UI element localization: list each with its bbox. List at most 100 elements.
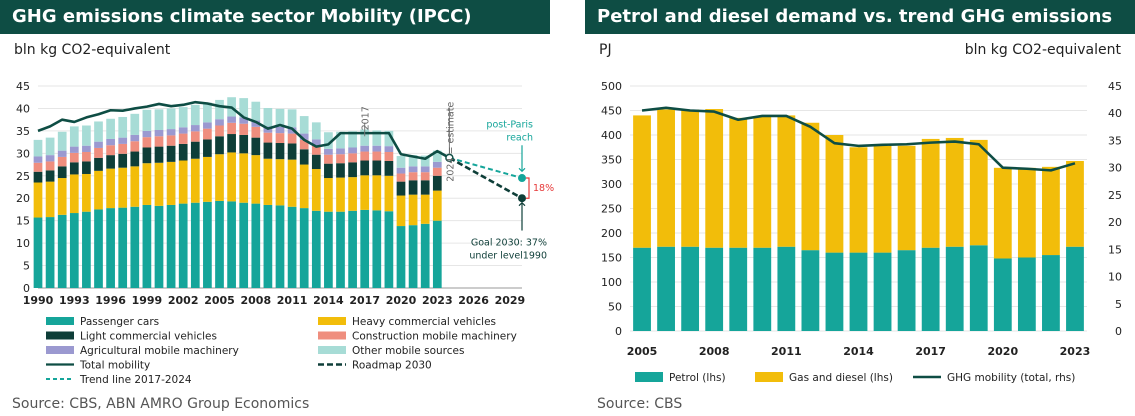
bar-passenger-cars (94, 209, 103, 288)
x-tick-label: 2002 (168, 294, 199, 307)
bar-light-commercial-vehicles (372, 160, 382, 176)
bar-light-commercial-vehicles (227, 134, 236, 153)
y-right-tick-label: 35 (1108, 134, 1122, 147)
x-tick-label: 2020 (988, 345, 1019, 358)
bar-other-mobile-sources (372, 130, 382, 146)
bar-light-commercial-vehicles (275, 143, 285, 160)
bar-other-mobile-sources (275, 108, 285, 127)
bar-light-commercial-vehicles (348, 162, 357, 178)
right-chart-unit-left: PJ (599, 42, 612, 58)
bar-light-commercial-vehicles (420, 180, 430, 195)
legend-label-agricultural-mobile-machinery: Agricultural mobile machinery (80, 345, 239, 357)
bar-construction-mobile-machinery (154, 136, 164, 147)
bar-other-mobile-sources (251, 101, 261, 121)
legend-swatch-gas-and-diesel (755, 372, 783, 382)
bar-passenger-cars (311, 210, 321, 288)
post-paris-marker (518, 174, 526, 183)
bar-heavy-commercial-vehicles (408, 194, 418, 226)
bar-construction-mobile-machinery (142, 137, 152, 148)
bar-agricultural-mobile-machinery (94, 141, 103, 148)
bar-heavy-commercial-vehicles (420, 194, 430, 224)
ghg-mobility-line (641, 106, 1076, 172)
bar-heavy-commercial-vehicles (251, 155, 261, 204)
legend-swatch-light-commercial-vehicles (46, 331, 74, 340)
bar-light-commercial-vehicles (263, 142, 273, 159)
bar-petrol (705, 247, 724, 331)
bar-agricultural-mobile-machinery (384, 146, 394, 152)
bar-agricultural-mobile-machinery (324, 148, 333, 155)
bar-passenger-cars (432, 220, 442, 288)
bar-construction-mobile-machinery (275, 133, 285, 144)
bar-construction-mobile-machinery (94, 147, 103, 158)
bar-passenger-cars (360, 209, 370, 288)
left-chart-source: Source: CBS, ABN AMRO Group Economics (12, 396, 310, 412)
bar-light-commercial-vehicles (239, 134, 249, 154)
y-right-tick-label: 45 (1108, 80, 1122, 93)
bar-construction-mobile-machinery (33, 162, 43, 172)
bar-construction-mobile-machinery (178, 133, 188, 144)
bar-petrol (1017, 257, 1036, 331)
bar-other-mobile-sources (348, 131, 357, 148)
post-paris-arrowhead (518, 167, 526, 173)
bar-passenger-cars (33, 217, 43, 288)
left-chart-unit: bln kg CO2-equivalent (14, 42, 171, 58)
x-tick-label: 2026 (458, 294, 489, 307)
bar-gas-and-diesel (897, 145, 916, 251)
bar-petrol (1042, 255, 1060, 331)
bar-agricultural-mobile-machinery (432, 161, 442, 168)
bar-petrol (945, 246, 964, 331)
legend-label-total-mobility: Total mobility (79, 360, 150, 372)
bar-gas-and-diesel (993, 167, 1012, 259)
x-tick-label: 2008 (240, 294, 271, 307)
bar-heavy-commercial-vehicles (69, 174, 79, 214)
year-2017-label: 2017 (361, 106, 372, 130)
bar-agricultural-mobile-machinery (203, 122, 212, 129)
y-tick-label: 15 (16, 215, 30, 228)
bar-passenger-cars (263, 204, 273, 288)
bar-construction-mobile-machinery (57, 156, 67, 167)
bar-heavy-commercial-vehicles (142, 163, 152, 205)
bar-light-commercial-vehicles (324, 163, 333, 179)
y-tick-label: 35 (16, 125, 30, 138)
bar-passenger-cars (239, 202, 249, 288)
bar-agricultural-mobile-machinery (130, 134, 140, 142)
bar-petrol (681, 246, 700, 331)
bar-heavy-commercial-vehicles (324, 178, 333, 212)
bar-other-mobile-sources (299, 116, 309, 134)
legend-label-roadmap-2030: Roadmap 2030 (352, 360, 432, 372)
bar-other-mobile-sources (178, 107, 188, 128)
goal-2030-arrowhead (518, 201, 526, 207)
bar-agricultural-mobile-machinery (275, 126, 285, 134)
bar-other-mobile-sources (203, 102, 212, 123)
post-paris-label-line1: post-Paris (486, 119, 533, 130)
bar-gas-and-diesel (801, 122, 820, 251)
bar-gas-and-diesel (1042, 166, 1060, 256)
bar-agricultural-mobile-machinery (118, 137, 128, 144)
bar-heavy-commercial-vehicles (239, 153, 249, 203)
y-left-tick-label: 100 (601, 276, 622, 289)
bar-passenger-cars (190, 202, 200, 288)
legend-swatch-other-mobile-sources (318, 346, 346, 354)
bar-petrol (897, 250, 916, 331)
y-tick-label: 25 (16, 170, 30, 183)
bar-construction-mobile-machinery (384, 151, 394, 161)
bar-agricultural-mobile-machinery (215, 119, 224, 126)
x-tick-label: 2020 (386, 294, 417, 307)
bar-gas-and-diesel (1066, 160, 1084, 247)
y-right-tick-label: 10 (1108, 271, 1122, 284)
x-tick-label: 2023 (1060, 345, 1091, 358)
bar-other-mobile-sources (82, 125, 91, 146)
bar-heavy-commercial-vehicles (384, 175, 394, 212)
bar-petrol (969, 245, 988, 331)
bar-agricultural-mobile-machinery (154, 129, 164, 137)
bar-gas-and-diesel (681, 109, 700, 247)
bar-heavy-commercial-vehicles (106, 168, 115, 209)
bar-construction-mobile-machinery (166, 135, 176, 146)
bar-construction-mobile-machinery (324, 154, 333, 164)
bar-other-mobile-sources (408, 155, 418, 167)
y-tick-label: 30 (16, 147, 30, 160)
bar-agricultural-mobile-machinery (33, 156, 43, 163)
bar-passenger-cars (178, 203, 188, 288)
x-tick-label: 1993 (59, 294, 90, 307)
y-tick-label: 0 (23, 282, 30, 295)
